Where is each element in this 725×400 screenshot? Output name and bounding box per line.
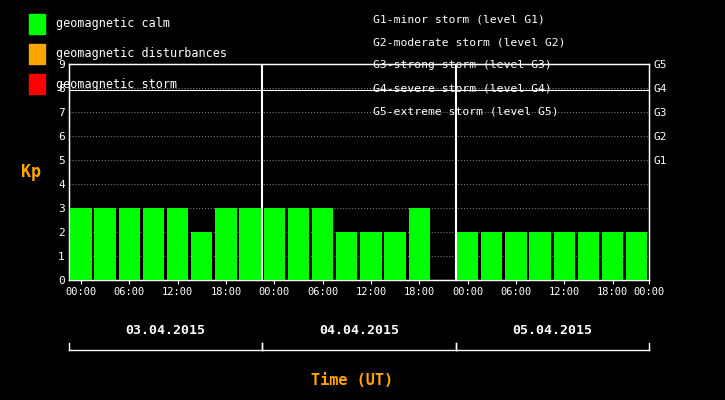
Bar bbox=[578, 232, 599, 280]
Bar bbox=[215, 208, 236, 280]
Text: 03.04.2015: 03.04.2015 bbox=[125, 324, 206, 336]
Text: 05.04.2015: 05.04.2015 bbox=[512, 324, 592, 336]
Bar bbox=[94, 208, 116, 280]
Bar bbox=[602, 232, 624, 280]
Bar bbox=[409, 208, 430, 280]
Text: Time (UT): Time (UT) bbox=[310, 373, 393, 388]
Bar bbox=[167, 208, 188, 280]
Text: geomagnetic calm: geomagnetic calm bbox=[56, 18, 170, 30]
Bar bbox=[119, 208, 140, 280]
Bar bbox=[239, 208, 261, 280]
Bar bbox=[626, 232, 647, 280]
Text: G5-extreme storm (level G5): G5-extreme storm (level G5) bbox=[373, 107, 559, 117]
Text: geomagnetic disturbances: geomagnetic disturbances bbox=[56, 48, 227, 60]
Text: geomagnetic storm: geomagnetic storm bbox=[56, 78, 177, 90]
Text: G2-moderate storm (level G2): G2-moderate storm (level G2) bbox=[373, 37, 566, 47]
Bar bbox=[481, 232, 502, 280]
Bar bbox=[288, 208, 309, 280]
Bar bbox=[505, 232, 526, 280]
Bar bbox=[554, 232, 575, 280]
Bar bbox=[191, 232, 212, 280]
Bar bbox=[336, 232, 357, 280]
Bar bbox=[529, 232, 551, 280]
Bar bbox=[360, 232, 381, 280]
Text: Kp: Kp bbox=[21, 163, 41, 181]
Bar bbox=[312, 208, 334, 280]
Text: G3-strong storm (level G3): G3-strong storm (level G3) bbox=[373, 60, 552, 70]
Bar bbox=[264, 208, 285, 280]
Text: G1-minor storm (level G1): G1-minor storm (level G1) bbox=[373, 14, 545, 24]
Bar bbox=[457, 232, 478, 280]
Text: G4-severe storm (level G4): G4-severe storm (level G4) bbox=[373, 84, 552, 94]
Text: 04.04.2015: 04.04.2015 bbox=[319, 324, 399, 336]
Bar bbox=[384, 232, 406, 280]
Bar bbox=[70, 208, 91, 280]
Bar bbox=[143, 208, 164, 280]
